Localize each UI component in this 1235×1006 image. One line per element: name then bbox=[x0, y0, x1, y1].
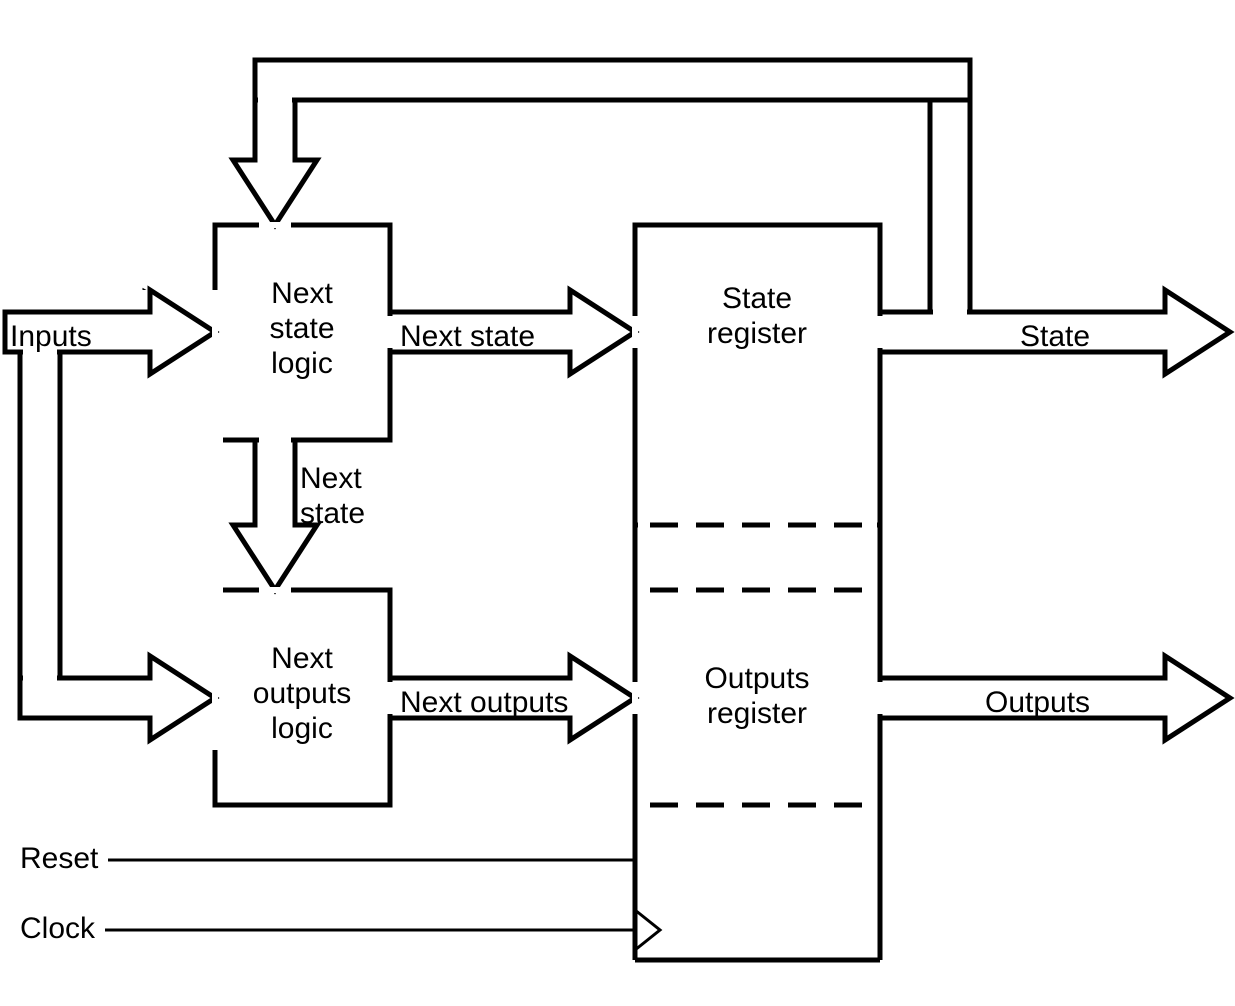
svg-text:register: register bbox=[707, 317, 807, 350]
next-state-label: Next state bbox=[400, 320, 535, 353]
next-state-logic-block: Next state logic bbox=[215, 225, 390, 440]
svg-text:register: register bbox=[707, 697, 807, 730]
state-register-label: State bbox=[722, 282, 792, 315]
state-label: State bbox=[1020, 320, 1090, 353]
fsm-block-diagram: State register Outputs register Next sta bbox=[0, 0, 1235, 1006]
next-state-logic-label: Next bbox=[271, 277, 333, 310]
outputs-label: Outputs bbox=[985, 686, 1090, 719]
inputs-fork-shaft bbox=[20, 352, 60, 678]
reset-label: Reset bbox=[20, 842, 99, 875]
state-register-block: State register bbox=[635, 225, 880, 525]
svg-text:logic: logic bbox=[271, 712, 333, 745]
feedback-down-arrow bbox=[233, 100, 317, 225]
svg-text:outputs: outputs bbox=[253, 677, 351, 710]
svg-text:logic: logic bbox=[271, 347, 333, 380]
next-outputs-label: Next outputs bbox=[400, 686, 568, 719]
register-gap bbox=[635, 525, 880, 590]
register-bottom bbox=[635, 805, 880, 960]
outputs-register-block: Outputs register bbox=[635, 590, 880, 805]
next-outputs-logic-block: Next outputs logic bbox=[215, 590, 390, 805]
next-state-down-label-2: state bbox=[300, 497, 365, 530]
svg-text:state: state bbox=[269, 312, 334, 345]
outputs-register-label: Outputs bbox=[704, 662, 809, 695]
next-outputs-logic-label: Next bbox=[271, 642, 333, 675]
clock-label: Clock bbox=[20, 912, 96, 945]
next-state-down-label-1: Next bbox=[300, 462, 362, 495]
feedback-across bbox=[255, 60, 970, 100]
inputs-label: Inputs bbox=[10, 320, 92, 353]
